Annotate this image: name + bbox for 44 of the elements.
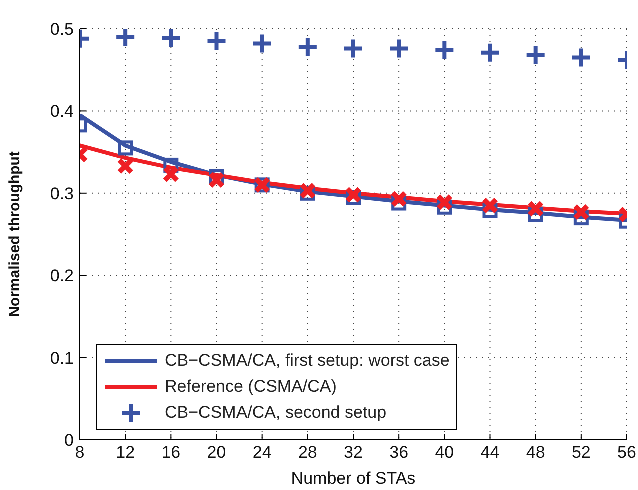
point (299, 182, 316, 200)
y-tick-label: 0.1 (50, 348, 74, 368)
x-axis-title: Number of STAs (291, 469, 416, 488)
legend-label: CB−CSMA/CA, first setup: worst case (165, 351, 450, 371)
point (390, 190, 408, 208)
point (162, 166, 180, 183)
x-tick-label: 56 (618, 443, 636, 462)
x-tick-label: 8 (75, 443, 85, 462)
y-tick-label: 0.3 (50, 184, 74, 204)
point (251, 32, 274, 55)
point (436, 194, 454, 211)
point (388, 38, 410, 60)
x-tick-label: 40 (435, 443, 454, 462)
point (345, 186, 362, 204)
x-tick-label: 20 (207, 443, 226, 462)
y-tick-label: 0.5 (50, 20, 74, 40)
point (117, 158, 134, 175)
point (208, 172, 226, 189)
x-tick-label: 24 (252, 443, 272, 462)
x-tick-label: 52 (572, 443, 591, 462)
x-tick-label: 32 (344, 443, 363, 462)
y-tick-label: 0.2 (50, 266, 74, 286)
point (524, 44, 547, 66)
x-tick-label: 16 (162, 443, 181, 462)
x-tick-label: 44 (480, 443, 500, 462)
point (118, 140, 134, 156)
point (570, 46, 592, 69)
legend-label: CB−CSMA/CA, second setup (165, 403, 387, 423)
point (527, 200, 544, 218)
y-axis-title: Normalised throughput (6, 152, 24, 318)
point (572, 204, 590, 221)
point (296, 36, 319, 58)
point (342, 38, 364, 60)
y-tick-label: 0.4 (50, 102, 74, 122)
x-tick-label: 28 (298, 443, 318, 462)
point (434, 39, 456, 62)
y-tick-label: 0 (64, 431, 74, 450)
point (479, 42, 502, 64)
x-tick-label: 12 (116, 443, 136, 462)
point (482, 197, 499, 214)
x-tick-label: 48 (526, 443, 546, 462)
x-tick-label: 36 (390, 443, 409, 462)
point (206, 30, 228, 52)
legend-label: Reference (CSMA/CA) (165, 377, 337, 397)
